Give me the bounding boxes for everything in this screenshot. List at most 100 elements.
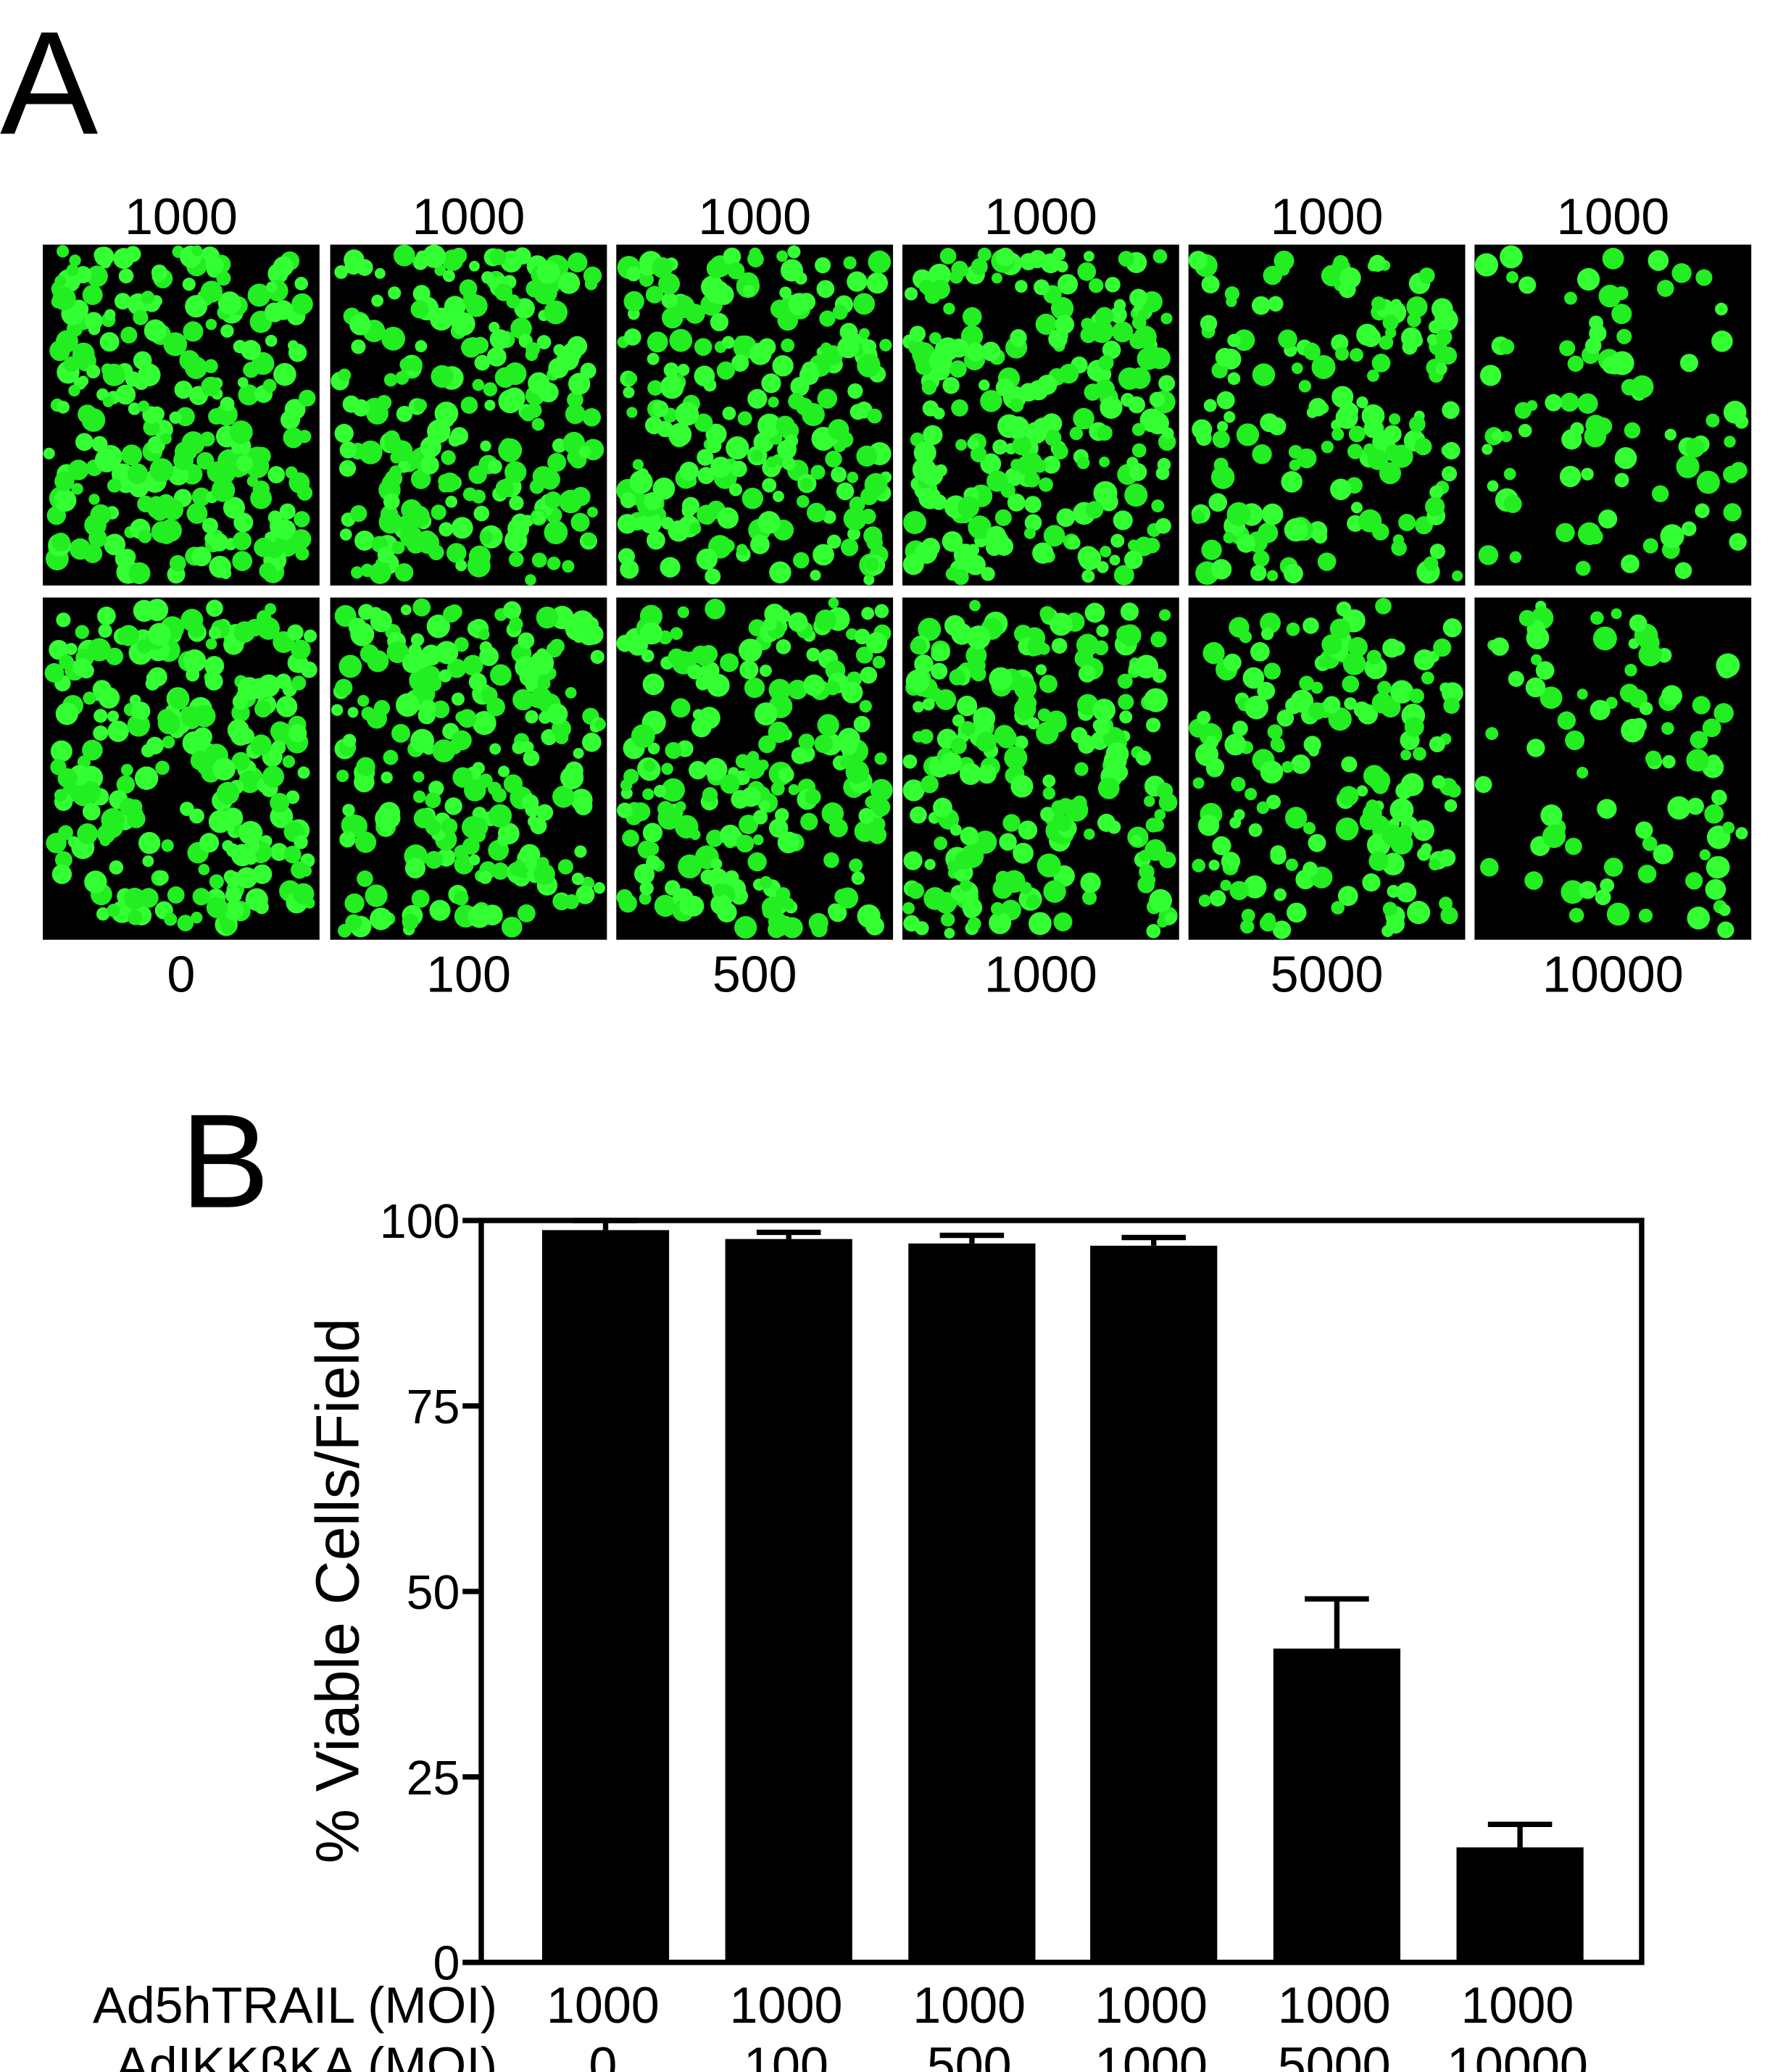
panel-letter: A	[0, 0, 98, 165]
cell	[1302, 617, 1319, 634]
cell	[1603, 857, 1624, 877]
cell	[1439, 346, 1458, 365]
cell	[1110, 306, 1127, 324]
cell	[1053, 912, 1073, 932]
cell	[1232, 720, 1248, 737]
cell	[1535, 661, 1555, 680]
cell	[694, 413, 713, 432]
cell	[107, 710, 120, 723]
cell	[1084, 602, 1105, 623]
cell	[1518, 276, 1537, 294]
cell	[778, 767, 794, 783]
cell	[788, 784, 799, 796]
cell	[1438, 849, 1456, 867]
cell	[367, 445, 381, 459]
cell	[497, 833, 511, 846]
cell	[462, 291, 479, 307]
cell	[797, 495, 810, 508]
cell	[665, 880, 681, 896]
cell	[1287, 902, 1307, 923]
cell	[429, 899, 451, 921]
cell	[284, 399, 306, 420]
cell	[843, 256, 857, 270]
cell	[504, 362, 527, 386]
cell	[847, 471, 859, 483]
cell	[191, 245, 203, 257]
cell	[618, 894, 637, 913]
cell	[46, 833, 67, 854]
cell	[681, 504, 696, 518]
cell	[716, 361, 736, 380]
cell	[810, 465, 826, 480]
cell	[779, 286, 792, 299]
cell	[190, 750, 210, 770]
cell	[1040, 807, 1055, 823]
cell	[722, 406, 736, 420]
cell	[1390, 299, 1402, 310]
cell	[288, 343, 307, 362]
cell	[74, 266, 92, 284]
cell	[902, 754, 918, 769]
cell	[544, 491, 562, 509]
cell	[43, 447, 55, 459]
cell	[1028, 380, 1049, 401]
cell	[82, 802, 101, 821]
cell	[208, 626, 222, 640]
cell	[1067, 536, 1081, 550]
cell	[1540, 804, 1563, 827]
cell	[665, 741, 682, 760]
cell	[921, 538, 940, 557]
cell	[1308, 745, 1319, 757]
cell	[57, 401, 70, 414]
cell	[1367, 449, 1389, 470]
cell	[1260, 627, 1274, 641]
cell	[652, 400, 669, 417]
cell	[233, 621, 256, 643]
cell	[471, 489, 486, 504]
cell	[949, 338, 969, 358]
cell	[1043, 525, 1065, 547]
cell	[207, 461, 228, 483]
cell	[216, 270, 231, 286]
cell	[1129, 462, 1147, 481]
cell	[1581, 467, 1594, 481]
cell	[1384, 327, 1397, 339]
cell	[991, 902, 1005, 916]
cell	[819, 310, 836, 327]
cell	[1298, 380, 1312, 393]
cell	[1032, 459, 1047, 473]
image-bottom-label: 5000	[1271, 946, 1384, 1003]
cell	[1505, 271, 1518, 284]
cell	[933, 644, 950, 662]
cell	[1630, 375, 1654, 399]
cell	[451, 247, 468, 264]
cell	[928, 332, 942, 345]
cell	[547, 703, 568, 725]
cell	[533, 280, 557, 305]
cell	[120, 764, 133, 776]
cell	[979, 379, 990, 391]
cell	[904, 287, 918, 301]
cell	[101, 363, 114, 376]
cell	[532, 511, 545, 524]
cell	[125, 371, 141, 387]
cell	[443, 605, 460, 623]
cell	[1002, 814, 1021, 832]
cell	[921, 380, 937, 395]
cell	[935, 688, 957, 710]
cell	[151, 504, 168, 521]
cell	[1719, 904, 1731, 916]
cell	[1442, 441, 1461, 460]
cell	[75, 433, 94, 452]
cell	[102, 396, 114, 407]
cell	[1577, 267, 1600, 291]
cell	[1274, 250, 1295, 271]
cell	[1039, 606, 1055, 622]
cell	[1084, 383, 1102, 401]
cell	[950, 824, 962, 836]
cell	[223, 870, 238, 884]
cell	[854, 628, 871, 645]
cell	[1713, 703, 1734, 723]
cell	[1439, 896, 1453, 911]
cell	[769, 561, 791, 584]
